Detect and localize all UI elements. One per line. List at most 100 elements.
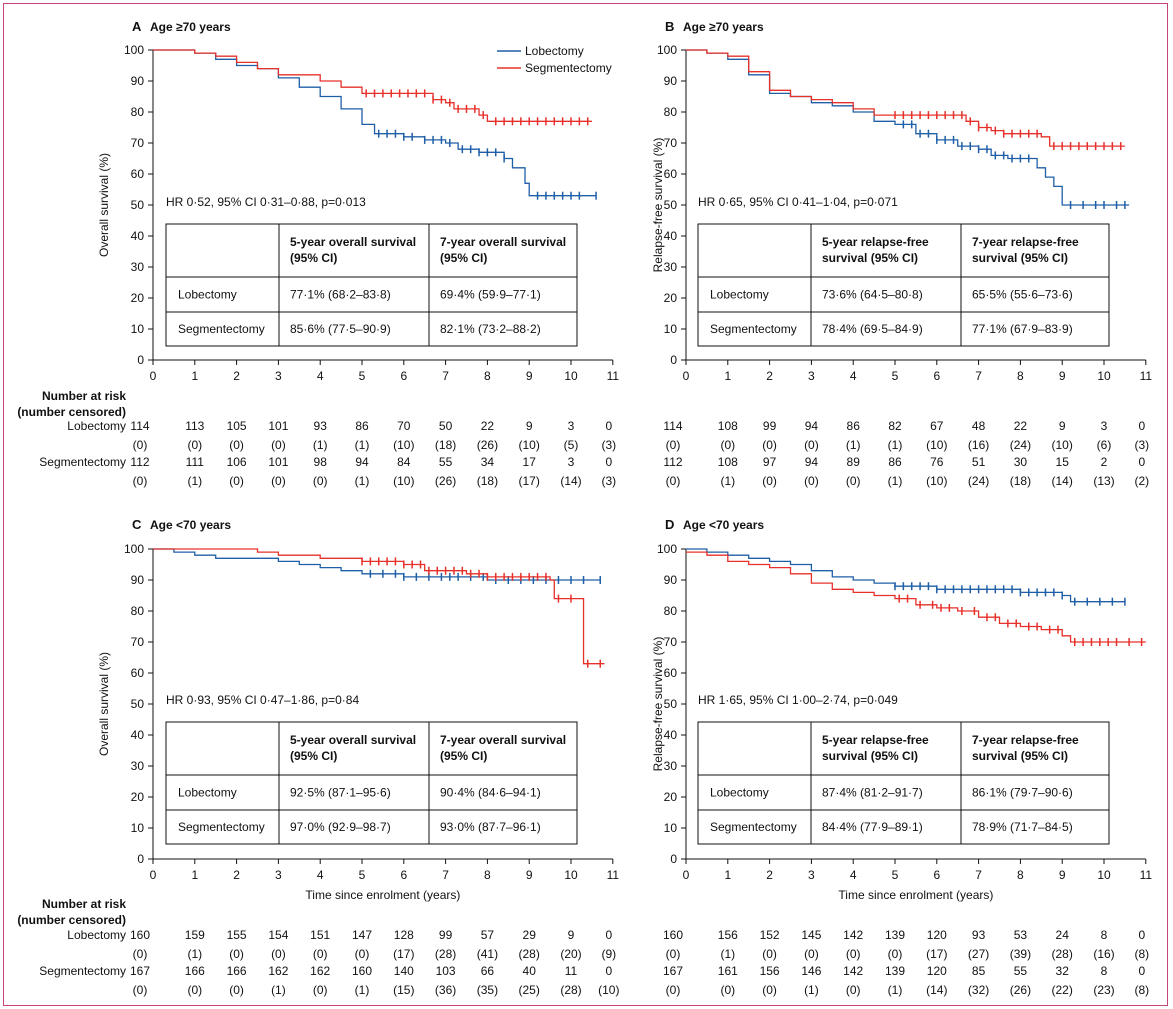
risk-count: 166	[185, 964, 205, 978]
risk-censored: (3)	[601, 474, 616, 488]
risk-censored: (0)	[804, 947, 819, 961]
risk-count: 86	[355, 419, 369, 433]
risk-censored: (0)	[762, 438, 777, 452]
risk-count: 167	[130, 964, 150, 978]
x-tick-label: 0	[150, 369, 157, 383]
risk-count: 101	[268, 455, 288, 469]
risk-count: 66	[481, 964, 495, 978]
risk-censored: (1)	[888, 474, 903, 488]
panel-letter: C	[132, 517, 142, 532]
y-tick-label: 0	[670, 353, 677, 367]
risk-count: 120	[927, 964, 947, 978]
risk-count: 8	[1101, 928, 1108, 942]
table-row-label: Lobectomy	[710, 786, 769, 800]
series-line-lobectomy	[153, 49, 597, 197]
y-axis-label: Overall survival (%)	[97, 652, 111, 756]
table-cell: 77·1% (68·2–83·8)	[290, 288, 391, 302]
risk-censored: (14)	[560, 474, 581, 488]
table-col-header: survival (95% CI)	[822, 749, 918, 763]
risk-censored: (0)	[666, 438, 681, 452]
table-cell: 69·4% (59·9–77·1)	[440, 288, 541, 302]
y-tick-label: 20	[131, 790, 145, 804]
x-tick-label: 2	[766, 868, 773, 882]
x-tick-label: 3	[275, 369, 282, 383]
risk-count: 145	[801, 928, 821, 942]
y-tick-label: 20	[664, 291, 678, 305]
risk-censored: (0)	[229, 438, 244, 452]
y-tick-label: 0	[137, 852, 144, 866]
x-tick-label: 7	[975, 369, 982, 383]
x-tick-label: 4	[317, 369, 324, 383]
panel-letter: A	[132, 19, 142, 34]
risk-censored: (8)	[1134, 947, 1149, 961]
x-tick-label: 3	[808, 369, 815, 383]
table-cell: 65·5% (55·6–73·6)	[972, 288, 1073, 302]
risk-censored: (20)	[560, 947, 581, 961]
risk-censored: (0)	[666, 947, 681, 961]
risk-count: 98	[314, 455, 328, 469]
x-tick-label: 6	[400, 868, 407, 882]
risk-censored: (3)	[601, 438, 616, 452]
table-cell: 93·0% (87·7–96·1)	[440, 820, 541, 834]
risk-count: 128	[394, 928, 414, 942]
y-tick-label: 10	[664, 821, 678, 835]
risk-count: 22	[481, 419, 495, 433]
risk-censored: (1)	[271, 983, 286, 997]
table-cell: 87·4% (81·2–91·7)	[822, 786, 923, 800]
hr-text: HR 0·52, 95% CI 0·31–0·88, p=0·013	[166, 195, 366, 209]
risk-censored: (14)	[1052, 474, 1073, 488]
risk-count: 86	[847, 419, 861, 433]
risk-censored: (26)	[1010, 983, 1031, 997]
series-line-lobectomy	[153, 548, 601, 581]
x-tick-label: 3	[808, 868, 815, 882]
x-tick-label: 0	[683, 369, 690, 383]
risk-count: 108	[718, 455, 738, 469]
risk-count: 86	[888, 455, 902, 469]
x-tick-label: 10	[1097, 868, 1111, 882]
survival-table	[165, 223, 578, 347]
risk-count: 67	[930, 419, 944, 433]
y-tick-label: 60	[664, 666, 678, 680]
x-tick-label: 10	[1097, 369, 1111, 383]
risk-censored: (17)	[519, 474, 540, 488]
table-cell: 97·0% (92·9–98·7)	[290, 820, 391, 834]
x-tick-label: 9	[1059, 369, 1066, 383]
y-tick-label: 60	[664, 167, 678, 181]
risk-censored: (6)	[1097, 438, 1112, 452]
risk-censored: (27)	[968, 947, 989, 961]
risk-count: 89	[847, 455, 861, 469]
risk-censored: (0)	[271, 474, 286, 488]
risk-count: 55	[439, 455, 453, 469]
x-tick-label: 2	[766, 369, 773, 383]
table-col-header: 7-year relapse-free	[972, 235, 1079, 249]
risk-censored: (41)	[477, 947, 498, 961]
risk-censored: (0)	[313, 983, 328, 997]
risk-censored: (0)	[666, 474, 681, 488]
hr-text: HR 0·65, 95% CI 0·41–1·04, p=0·071	[698, 195, 898, 209]
y-tick-label: 30	[664, 759, 678, 773]
risk-count: 0	[605, 455, 612, 469]
x-tick-label: 4	[850, 868, 857, 882]
risk-count: 94	[805, 455, 819, 469]
risk-censored: (1)	[313, 438, 328, 452]
risk-censored: (0)	[846, 947, 861, 961]
risk-censored: (2)	[1134, 474, 1149, 488]
risk-count: 140	[394, 964, 414, 978]
x-tick-label: 9	[526, 868, 533, 882]
y-tick-label: 80	[664, 105, 678, 119]
risk-censored: (0)	[804, 438, 819, 452]
table-cell: 90·4% (84·6–94·1)	[440, 786, 541, 800]
risk-count: 48	[972, 419, 986, 433]
table-cell: 78·9% (71·7–84·5)	[972, 820, 1073, 834]
survival-table	[165, 721, 578, 845]
risk-count: 3	[1101, 419, 1108, 433]
risk-count: 105	[227, 419, 247, 433]
risk-censored: (0)	[720, 983, 735, 997]
x-tick-label: 5	[892, 369, 899, 383]
x-tick-label: 6	[933, 369, 940, 383]
y-tick-label: 90	[131, 573, 145, 587]
y-tick-label: 50	[664, 697, 678, 711]
risk-count: 114	[663, 419, 682, 433]
